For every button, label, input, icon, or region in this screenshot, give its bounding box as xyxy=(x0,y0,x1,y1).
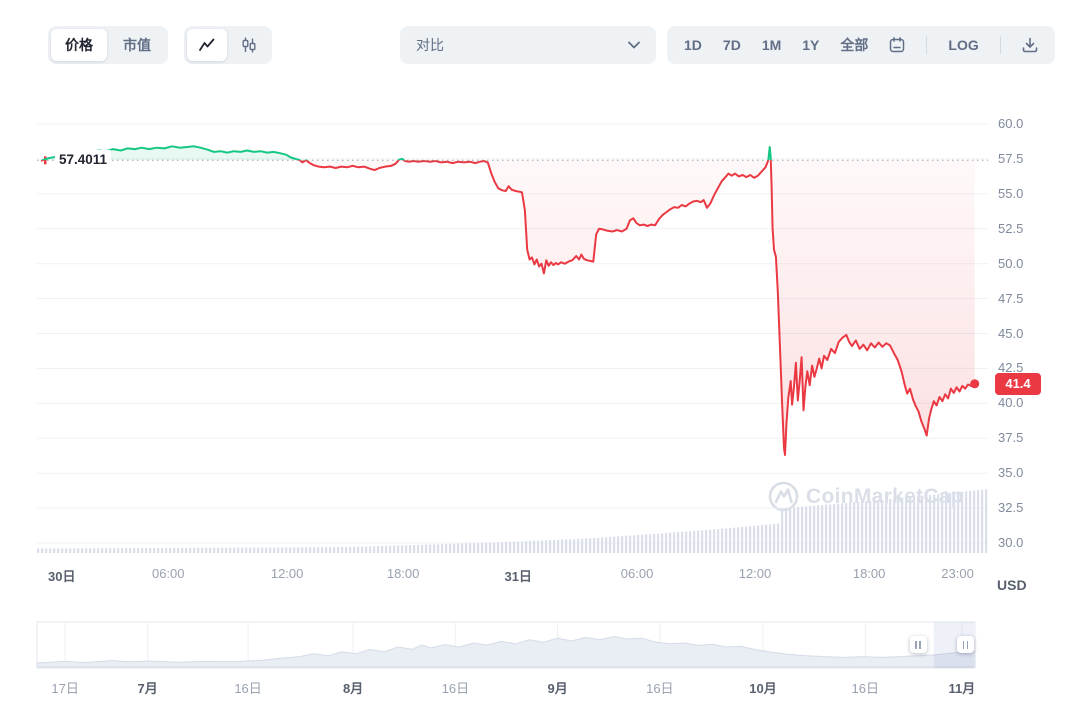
minimap-brush[interactable] xyxy=(37,622,975,668)
range-1d-button[interactable]: 1D xyxy=(684,37,702,53)
line-chart-icon xyxy=(199,38,215,51)
brush-right-handle[interactable] xyxy=(957,636,975,653)
range-7d-button[interactable]: 7D xyxy=(722,37,741,53)
watermark-text: CoinMarketCap xyxy=(806,484,964,508)
tab-market-cap[interactable]: 市值 xyxy=(109,29,165,61)
chevron-down-icon xyxy=(628,41,640,49)
range-all-button[interactable]: 全部 xyxy=(840,37,869,53)
metric-toggle: 价格 市值 xyxy=(48,26,168,64)
log-scale-button[interactable]: LOG xyxy=(948,37,979,53)
watermark: CoinMarketCap xyxy=(768,481,964,512)
compare-dropdown-label: 对比 xyxy=(416,37,444,53)
compare-dropdown[interactable]: 对比 xyxy=(400,26,656,64)
download-chart-button[interactable] xyxy=(1022,37,1038,53)
chart-type-toggle xyxy=(184,26,272,64)
brush-left-handle[interactable] xyxy=(909,636,927,653)
range-1y-button[interactable]: 1Y xyxy=(802,37,820,53)
calendar-icon xyxy=(890,37,905,53)
range-toolbar: 1D 7D 1M 1Y 全部 LOG xyxy=(667,26,1055,64)
toolbar-divider xyxy=(999,36,1001,54)
tab-price[interactable]: 价格 xyxy=(51,29,107,61)
line-chart-type-button[interactable] xyxy=(187,29,227,61)
candlestick-chart-type-button[interactable] xyxy=(229,29,269,61)
date-picker-button[interactable] xyxy=(889,37,905,53)
toolbar-divider xyxy=(926,36,928,54)
download-icon xyxy=(1022,37,1038,53)
candlestick-chart-icon xyxy=(242,37,256,53)
coinmarketcap-logo-icon xyxy=(768,481,799,512)
range-1m-button[interactable]: 1M xyxy=(761,37,782,53)
